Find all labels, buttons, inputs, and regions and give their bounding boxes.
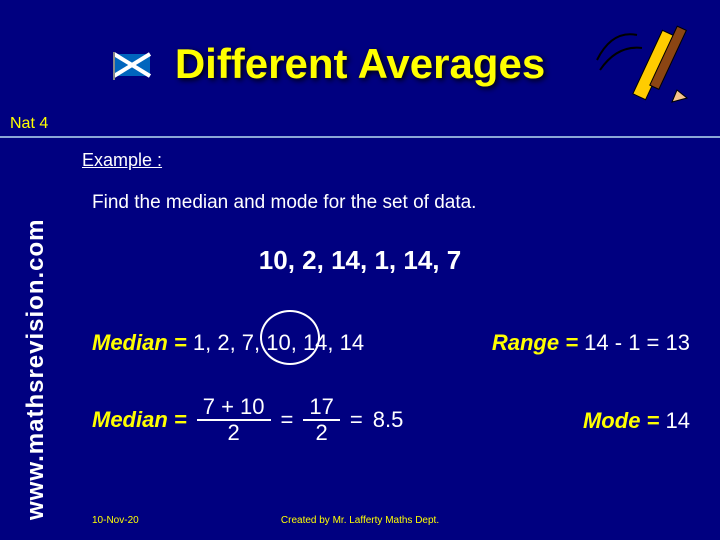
clipart-icon <box>592 20 702 115</box>
footer-date: 10-Nov-20 <box>92 515 139 526</box>
median-calc-line: Median = 7 + 10 2 = 17 2 = 8.5 <box>92 395 403 445</box>
sidebar-url: www.mathsrevision.com <box>22 218 50 520</box>
median-label: Median = <box>92 330 187 355</box>
flag-icon <box>110 50 154 80</box>
mode-value: 14 <box>666 408 690 433</box>
instruction-text: Find the median and mode for the set of … <box>92 192 476 214</box>
page-title: Different Averages <box>175 40 545 88</box>
range-line: Range = 14 - 1 = 13 <box>492 330 690 356</box>
median-circle-icon <box>260 310 320 365</box>
equals-2: = <box>350 407 363 433</box>
equals-1: = <box>281 407 294 433</box>
range-expr: 14 - 1 = 13 <box>584 330 690 355</box>
level-label: Nat 4 <box>10 115 48 133</box>
example-label: Example : <box>82 150 162 171</box>
slide: Different Averages Nat 4 Example : www.m… <box>0 0 720 540</box>
fraction-2: 17 2 <box>303 395 339 445</box>
fraction-1: 7 + 10 2 <box>197 395 271 445</box>
median-result: 8.5 <box>373 407 404 433</box>
range-label: Range = <box>492 330 578 355</box>
mode-line: Mode = 14 <box>583 408 690 434</box>
footer-credit: Created by Mr. Lafferty Maths Dept. <box>281 515 439 526</box>
divider <box>0 136 720 138</box>
median-calc-label: Median = <box>92 407 187 433</box>
data-set: 10, 2, 14, 1, 14, 7 <box>259 245 461 276</box>
median-sorted-line: Median = 1, 2, 7, 10, 14, 14 <box>92 330 364 356</box>
mode-label: Mode = <box>583 408 659 433</box>
